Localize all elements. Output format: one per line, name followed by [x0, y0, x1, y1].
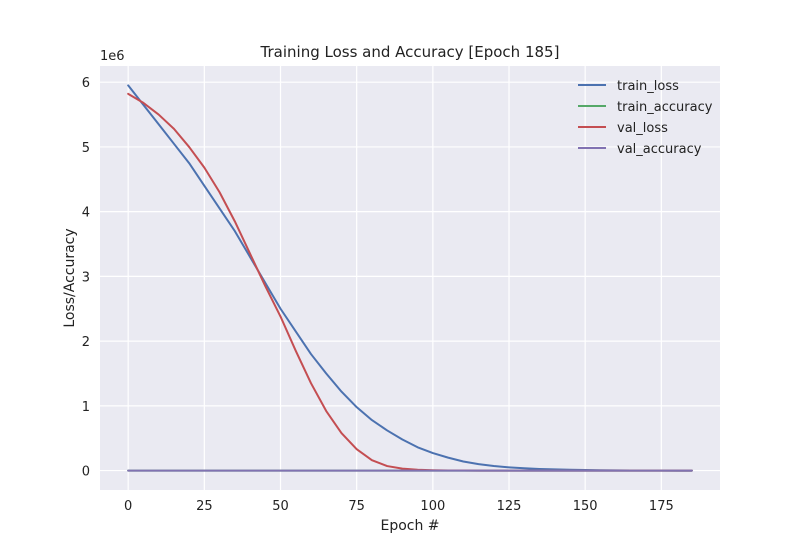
legend-label-train-loss: train_loss: [617, 79, 679, 94]
y-tick-label: 6: [82, 76, 90, 91]
x-tick-label: 175: [649, 499, 674, 514]
y-axis-offset-label: 1e6: [100, 49, 125, 64]
tick-labels: 0 25 50 75 100 125 150 175 0 1 2 3 4 5 6: [82, 76, 674, 514]
legend-label-val-loss: val_loss: [617, 121, 668, 136]
plot-area: [100, 66, 720, 490]
y-tick-label: 2: [82, 335, 90, 350]
y-tick-label: 0: [82, 465, 90, 480]
chart-title: Training Loss and Accuracy [Epoch 185]: [260, 43, 560, 61]
x-tick-label: 100: [420, 499, 445, 514]
x-axis-label: Epoch #: [380, 518, 439, 534]
x-tick-label: 50: [272, 499, 289, 514]
legend-label-train-accuracy: train_accuracy: [617, 100, 713, 115]
x-tick-label: 75: [348, 499, 365, 514]
y-axis-label: Loss/Accuracy: [62, 228, 78, 327]
x-tick-label: 125: [497, 499, 522, 514]
y-tick-label: 5: [82, 141, 90, 156]
x-tick-label: 0: [124, 499, 132, 514]
y-tick-label: 1: [82, 400, 90, 415]
x-tick-label: 25: [196, 499, 213, 514]
series-lines: [127, 84, 693, 472]
y-tick-label: 4: [82, 206, 90, 221]
y-tick-label: 3: [82, 270, 90, 285]
x-tick-label: 150: [573, 499, 598, 514]
legend: train_loss train_accuracy val_loss val_accu…: [578, 79, 713, 157]
legend-label-val-accuracy: val_accuracy: [617, 142, 702, 157]
